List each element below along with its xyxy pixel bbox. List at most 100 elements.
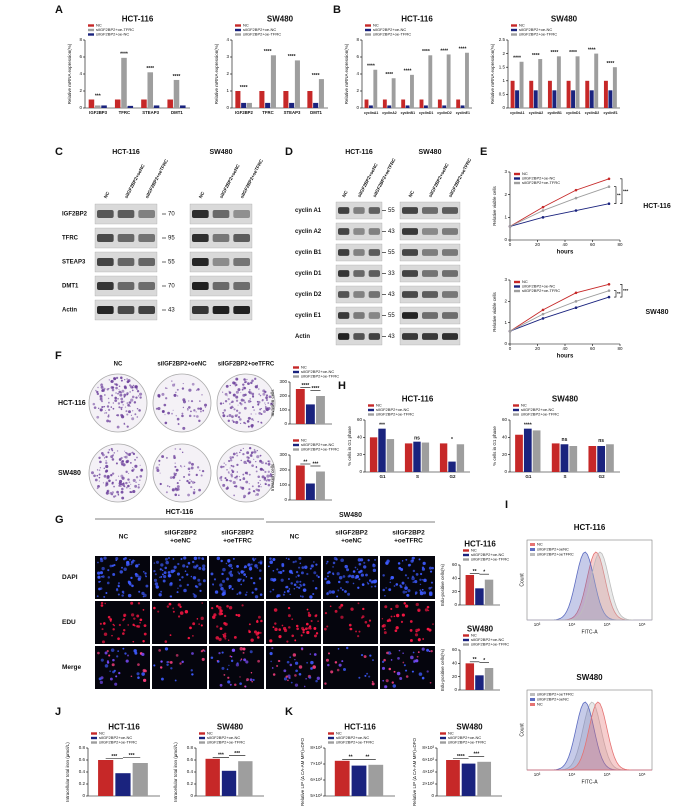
cell (101, 575, 105, 578)
bar (386, 439, 395, 472)
colony (175, 488, 179, 492)
colony (193, 489, 196, 491)
colony (113, 485, 115, 488)
cell (368, 675, 371, 678)
cell (246, 678, 250, 681)
cell (104, 651, 108, 655)
colony (111, 386, 115, 389)
colony (124, 450, 126, 452)
cell (177, 615, 181, 618)
y-tick-label: 0.6 (187, 757, 194, 762)
cell (141, 591, 145, 596)
cell (324, 682, 327, 685)
cell (168, 602, 172, 606)
colony (248, 388, 251, 391)
colony (253, 458, 255, 460)
cell (186, 583, 190, 587)
cell (337, 647, 340, 650)
cell (426, 670, 429, 673)
colony (267, 402, 270, 404)
colony (113, 452, 116, 454)
legend-swatch (440, 741, 446, 744)
colony (108, 479, 111, 483)
cell (169, 595, 172, 598)
y-tick-label: 6×10³ (310, 777, 322, 782)
cell (224, 637, 227, 640)
cell (219, 613, 222, 615)
x-tick-label: S (416, 474, 419, 479)
panel-letter: C (55, 146, 63, 158)
colony (250, 451, 254, 454)
band (212, 282, 230, 290)
cell (103, 622, 106, 625)
colony (190, 486, 193, 489)
bar (446, 760, 460, 796)
lane-label: siIGF2BP2+oeTFRC (144, 158, 169, 199)
lane-label: +oeTFRC (223, 538, 252, 545)
cell (100, 601, 104, 605)
bar (552, 90, 557, 108)
x-axis-label: FITC-A (581, 629, 598, 635)
colony (182, 383, 184, 385)
colony (231, 400, 234, 403)
kda-label: 33 (388, 271, 395, 277)
cell-line-label: HCT-116 (112, 149, 140, 156)
y-tick-label: 0 (454, 602, 457, 607)
significance: * (451, 437, 453, 443)
cell (179, 605, 182, 608)
colony (183, 476, 185, 478)
cell (295, 570, 299, 574)
bar (221, 770, 237, 796)
cell (414, 591, 418, 595)
colony (196, 466, 200, 469)
colony (195, 389, 198, 391)
colony (198, 488, 201, 492)
colony (98, 480, 100, 482)
bar (246, 102, 252, 108)
colony (132, 489, 136, 494)
colony (195, 411, 197, 413)
bar (121, 57, 127, 108)
cell (255, 632, 259, 636)
cell (179, 662, 182, 665)
cell (249, 678, 253, 682)
cell (420, 572, 423, 576)
colony (239, 418, 242, 421)
colony (117, 392, 119, 395)
cell (395, 604, 399, 609)
bar (180, 105, 186, 108)
band (117, 306, 135, 314)
cell (307, 613, 312, 618)
colony (136, 407, 139, 410)
lane-label: NC (341, 189, 349, 198)
cell (158, 649, 162, 652)
protein-label: cyclin D1 (295, 271, 322, 277)
colony (242, 477, 246, 481)
cell (417, 609, 420, 612)
cell (219, 683, 223, 687)
legend-label: siIGF2BP2+oe-TFRC (207, 740, 245, 745)
cell (402, 661, 405, 664)
colony (103, 457, 106, 459)
colony (158, 463, 161, 466)
cell (338, 663, 342, 667)
colony (260, 461, 264, 465)
cell (422, 591, 427, 595)
colony (155, 466, 159, 470)
bar (94, 105, 101, 108)
band (442, 228, 458, 235)
cell (115, 675, 118, 678)
blot (399, 222, 461, 241)
series-line (509, 186, 610, 227)
colony (126, 402, 129, 405)
band (442, 270, 458, 277)
bar (283, 91, 289, 108)
cell (421, 578, 424, 581)
protein-label: IGF2BP2 (62, 212, 88, 218)
colony (111, 394, 114, 397)
colony (120, 408, 123, 411)
cell (170, 667, 173, 670)
colony (92, 402, 96, 406)
bar (532, 430, 541, 472)
cell (282, 593, 285, 596)
